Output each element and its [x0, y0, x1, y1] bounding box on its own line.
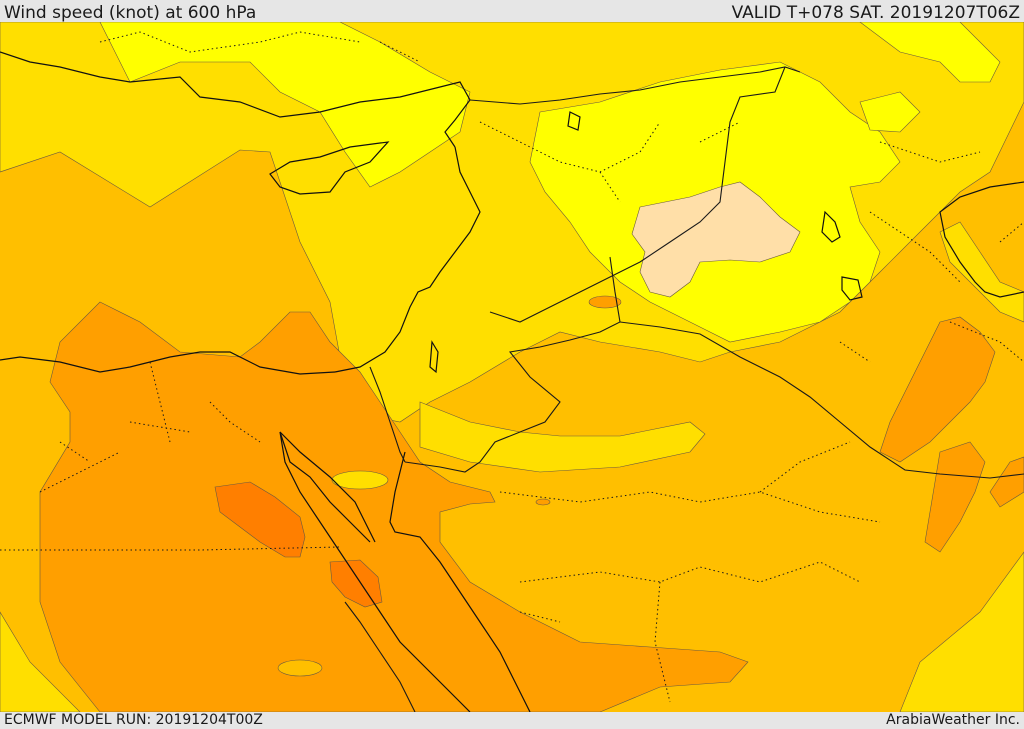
- band-lightyellow-ne: [859, 22, 1001, 83]
- band-yellow-east: [939, 221, 1024, 323]
- border-iraq-saudi: [619, 321, 1024, 479]
- valid-time: VALID T+078 SAT. 20191207T06Z: [731, 3, 1020, 23]
- coastline-turkey: [0, 51, 471, 148]
- band-yellow-southeast: [899, 551, 1024, 712]
- band-yellow-south: [0, 611, 81, 712]
- blob-egypt-south: [277, 659, 323, 677]
- band-orange-west: [39, 301, 749, 712]
- coastline-lake: [429, 340, 439, 374]
- band-orange-east3: [989, 456, 1024, 508]
- border-sudan-egypt: [344, 601, 416, 712]
- band-lightyellow-east: [859, 91, 921, 133]
- provider-label: ArabiaWeather Inc.: [886, 712, 1020, 728]
- border-egypt-sudan: [369, 366, 406, 463]
- coastline-redsea-west: [279, 431, 471, 712]
- coastline-levant: [334, 146, 481, 373]
- border-iraq-iran: [489, 66, 786, 323]
- admin-lines-east: [839, 211, 1024, 363]
- band-calm-core: [631, 181, 801, 298]
- blob-iraq: [588, 295, 622, 309]
- lake-urmia: [821, 210, 841, 243]
- border-jordan-saudi: [404, 256, 621, 473]
- border-turkey-syria: [469, 66, 801, 105]
- wind-speed-map: [0, 22, 1024, 712]
- map-title: Wind speed (knot) at 600 hPa: [4, 3, 257, 23]
- band-orange-east2: [924, 441, 986, 553]
- footer-bar: ECMWF MODEL RUN: 20191204T00Z ArabiaWeat…: [0, 712, 1024, 729]
- admin-lines-west: [0, 361, 341, 551]
- coastline-gulf-of-suez: [279, 431, 376, 543]
- coastline-redsea-east: [389, 451, 531, 712]
- lake-small: [567, 111, 581, 131]
- admin-lines-north: [99, 31, 981, 203]
- blob-sinai: [331, 470, 389, 490]
- model-run-label: ECMWF MODEL RUN: 20191204T00Z: [4, 712, 263, 728]
- band-lightyellow-north: [99, 22, 471, 188]
- marsh: [841, 276, 863, 301]
- band-darkorange-core1: [214, 481, 306, 558]
- band-orange-east: [879, 316, 996, 463]
- coastline-iran: [939, 181, 1024, 298]
- coastline-cyprus: [269, 141, 390, 195]
- coastline-egypt: [0, 351, 336, 375]
- header-bar: Wind speed (knot) at 600 hPa VALID T+078…: [0, 0, 1024, 23]
- blob-small: [535, 498, 551, 506]
